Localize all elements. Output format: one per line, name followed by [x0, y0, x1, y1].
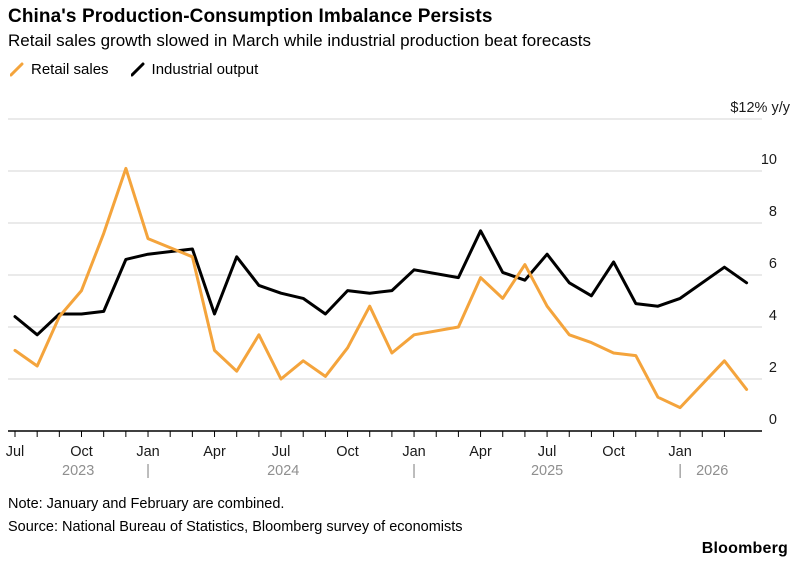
industrial-output-slash-icon: [130, 62, 145, 77]
chart-source: Source: National Bureau of Statistics, B…: [8, 519, 463, 535]
y-axis-label: 10: [761, 152, 777, 168]
month-label: Jan: [402, 444, 425, 460]
month-label: Oct: [602, 444, 625, 460]
chart-subtitle: Retail sales growth slowed in March whil…: [8, 31, 592, 50]
legend-item-industrial-output: Industrial output: [130, 61, 259, 78]
month-label: Oct: [336, 444, 359, 460]
year-divider: |: [678, 463, 682, 479]
month-label: Jan: [668, 444, 691, 460]
y-axis-unit-label: $12% y/y: [730, 100, 790, 116]
year-label: 2023: [62, 463, 94, 479]
y-axis-label: 8: [769, 204, 777, 220]
chart-title: China's Production-Consumption Imbalance…: [8, 6, 493, 27]
year-label: 2026: [696, 463, 728, 479]
legend-label-industrial-output: Industrial output: [151, 61, 259, 78]
month-label: Apr: [469, 444, 492, 460]
month-label: Jul: [6, 444, 25, 460]
year-label: 2025: [531, 463, 563, 479]
month-label: Jan: [136, 444, 159, 460]
month-label: Apr: [203, 444, 226, 460]
year-divider: |: [412, 463, 416, 479]
legend-label-retail-sales: Retail sales: [31, 61, 109, 78]
legend: Retail sales Industrial output: [10, 61, 258, 78]
month-label: Jul: [272, 444, 291, 460]
retail-sales-line: [13, 166, 749, 410]
retail-sales-slash-icon: [10, 62, 24, 77]
y-axis-label: 0: [769, 412, 777, 428]
year-divider: |: [146, 463, 150, 479]
y-axis-label: 4: [769, 308, 777, 324]
year-label: 2024: [267, 463, 299, 479]
month-label: Oct: [70, 444, 93, 460]
chart-note: Note: January and February are combined.: [8, 496, 285, 512]
y-axis-label: 2: [769, 360, 777, 376]
industrial-output-line: [13, 229, 749, 337]
bloomberg-logo: Bloomberg: [701, 540, 788, 557]
legend-item-retail-sales: Retail sales: [10, 61, 109, 78]
y-axis-label: 6: [769, 256, 777, 272]
month-label: Jul: [538, 444, 557, 460]
